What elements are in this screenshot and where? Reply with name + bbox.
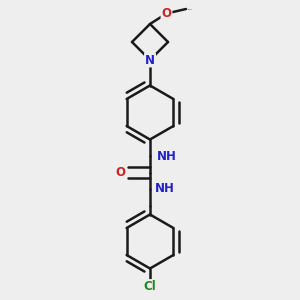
Text: NH: NH [157, 149, 176, 163]
Text: N: N [145, 53, 155, 67]
Text: O: O [161, 7, 172, 20]
Text: Cl: Cl [144, 280, 156, 293]
Text: methyl: methyl [188, 8, 192, 10]
Text: O: O [115, 166, 125, 179]
Text: NH: NH [155, 182, 175, 196]
